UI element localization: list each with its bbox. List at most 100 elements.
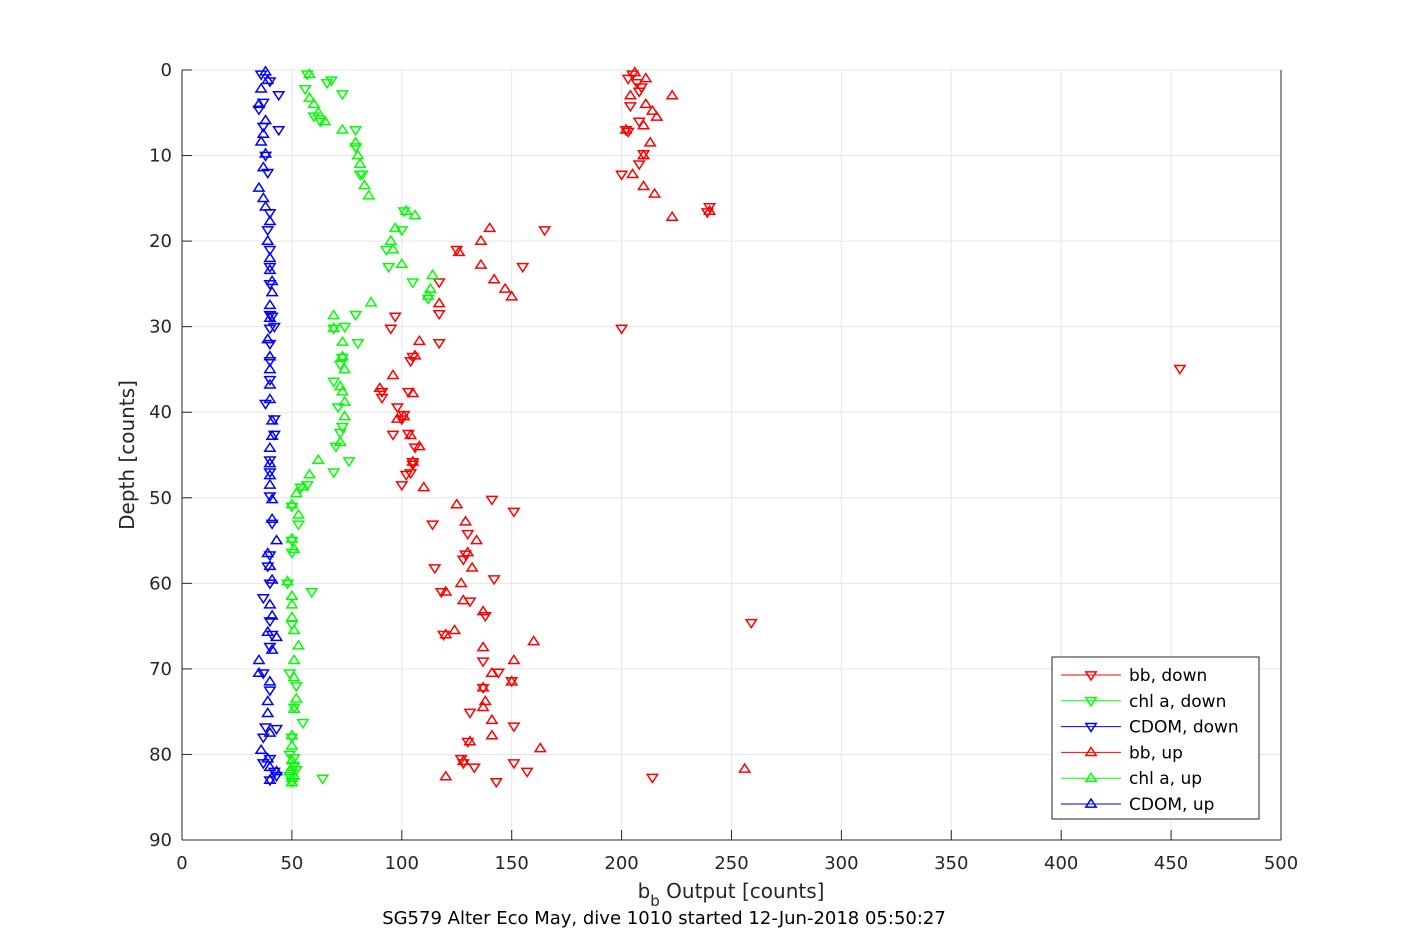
data-point [318, 115, 332, 126]
data-point [302, 91, 317, 103]
data-point [316, 774, 330, 785]
data-point [632, 160, 646, 171]
data-point [626, 168, 640, 179]
y-tick-label: 90 [149, 830, 172, 851]
data-point [258, 147, 273, 158]
data-point [263, 773, 277, 784]
data-point [463, 735, 477, 746]
data-point [447, 624, 462, 635]
data-point [434, 588, 448, 599]
data-point [267, 415, 281, 426]
data-point [265, 519, 279, 530]
data-point [263, 598, 277, 609]
data-point [349, 143, 363, 154]
data-point [291, 639, 306, 650]
data-point [263, 262, 277, 274]
data-point [335, 123, 350, 134]
data-point [256, 669, 270, 680]
data-point [665, 89, 679, 100]
y-tick-label: 0 [161, 60, 172, 81]
data-point [261, 707, 275, 718]
data-point [263, 457, 277, 468]
data-point [520, 767, 534, 778]
dive-caption: SG579 Alter Eco May, dive 1010 started 1… [382, 908, 946, 929]
data-point [351, 149, 365, 160]
data-point [404, 469, 418, 480]
data-point [333, 428, 347, 440]
data-point [302, 468, 317, 479]
data-point [296, 480, 310, 491]
data-point [404, 428, 418, 440]
data-point [335, 350, 350, 361]
data-point [461, 737, 475, 748]
data-point [269, 534, 284, 545]
data-point [353, 157, 367, 168]
y-tick-label: 30 [149, 317, 172, 338]
data-point [432, 309, 446, 321]
legend-marker [1084, 696, 1098, 708]
data-point [263, 726, 277, 737]
data-point [265, 274, 279, 286]
x-tick-label: 450 [1154, 853, 1188, 874]
data-point [533, 742, 547, 753]
data-point [263, 298, 277, 310]
data-point [335, 422, 350, 434]
data-point [265, 643, 279, 654]
data-point [256, 733, 270, 744]
data-point [285, 739, 299, 750]
data-point [1173, 364, 1187, 375]
data-point [296, 718, 310, 730]
data-point [406, 278, 420, 289]
data-point [338, 363, 352, 374]
data-point [619, 123, 633, 134]
y-tick-label: 70 [149, 659, 172, 680]
data-point [432, 339, 446, 350]
data-point [469, 534, 484, 545]
data-point [263, 393, 277, 404]
data-point [252, 654, 266, 665]
axes [181, 69, 1282, 841]
data-point [261, 625, 275, 636]
data-point [476, 605, 490, 616]
data-point [265, 609, 279, 620]
data-point [269, 724, 284, 736]
data-point [454, 577, 468, 588]
data-point [333, 360, 347, 371]
legend-label: bb, down [1129, 666, 1207, 686]
legend-label: chl a, up [1129, 769, 1202, 789]
data-point [639, 97, 653, 109]
data-point [355, 170, 369, 181]
data-point [331, 403, 345, 414]
data-point [665, 210, 679, 222]
data-point [436, 630, 451, 641]
data-point [280, 575, 295, 586]
data-point [615, 170, 629, 181]
data-point [432, 297, 446, 308]
data-point [397, 410, 411, 421]
data-point [450, 245, 464, 256]
data-point [425, 520, 440, 531]
data-point [335, 353, 350, 364]
data-point [263, 378, 277, 389]
data-point [263, 441, 277, 453]
data-point [338, 410, 352, 421]
data-point [261, 562, 275, 573]
data-point [505, 290, 519, 301]
data-point [452, 245, 466, 257]
data-marks [252, 65, 1187, 789]
data-point [335, 385, 350, 396]
data-point [258, 114, 273, 125]
data-point [637, 180, 651, 191]
data-point [456, 594, 470, 605]
data-point [263, 776, 277, 787]
data-point [252, 105, 266, 116]
data-point [498, 282, 512, 293]
data-point [744, 618, 758, 630]
data-point [289, 682, 303, 693]
x-tick-label: 100 [385, 853, 419, 874]
data-point [527, 635, 541, 646]
data-point [263, 617, 277, 628]
data-point [375, 393, 389, 405]
data-point [397, 207, 411, 218]
data-point [263, 251, 277, 263]
